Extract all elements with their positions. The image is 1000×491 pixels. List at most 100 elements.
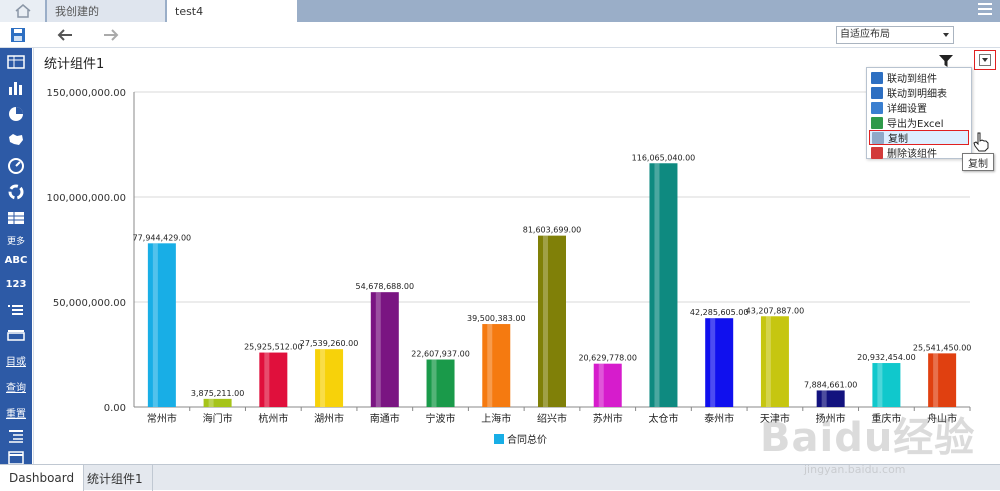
bar[interactable] xyxy=(482,324,511,407)
data-label: 3,875,211.00 xyxy=(191,389,244,398)
ctx-link-detail[interactable]: 联动到明细表 xyxy=(869,85,969,100)
component-sidebar: 更多 ABC 123 目或 查询 重置 xyxy=(0,48,32,465)
bar[interactable] xyxy=(760,316,789,407)
sidebar-item-or[interactable]: 目或 xyxy=(6,356,26,368)
ctx-copy[interactable]: 复制 xyxy=(869,130,969,145)
bar[interactable] xyxy=(872,363,901,407)
tab-dashboard[interactable]: Dashboard xyxy=(0,465,85,491)
context-menu-label: 复制 xyxy=(888,134,908,145)
bar[interactable] xyxy=(259,352,288,407)
bar[interactable] xyxy=(147,243,176,407)
sidebar-item-table[interactable] xyxy=(0,50,32,74)
save-icon[interactable] xyxy=(10,27,26,43)
table-icon xyxy=(7,55,25,69)
chevron-down-icon xyxy=(943,33,949,37)
bar-chart: 0.00 50,000,000.00 100,000,000.00 150,000,0… xyxy=(46,88,972,446)
bar-highlight xyxy=(933,353,939,407)
x-tick-label: 扬州市 xyxy=(816,412,846,425)
delete-icon xyxy=(871,146,883,159)
data-label: 20,932,454.00 xyxy=(857,353,916,362)
y-tick-label: 50,000,000.00 xyxy=(53,298,126,309)
bottom-tab-bar: Dashboard 统计组件1 xyxy=(0,464,1000,491)
sidebar-item-map[interactable] xyxy=(0,128,32,152)
bar-highlight xyxy=(654,163,660,407)
link-icon xyxy=(871,86,883,99)
ctx-detail-settings[interactable]: 详细设置 xyxy=(869,100,969,115)
sidebar-item-list[interactable] xyxy=(0,298,32,322)
bar-highlight xyxy=(152,243,158,407)
sidebar-item-reset[interactable]: 重置 xyxy=(6,408,26,420)
watermark-url: jingyan.baidu.com xyxy=(804,463,906,476)
sidebar-item-pie-chart[interactable] xyxy=(0,102,32,126)
context-menu-label: 删除该组件 xyxy=(887,149,937,160)
x-tick-label: 杭州市 xyxy=(258,412,288,425)
copy-tooltip: 复制 xyxy=(962,153,994,171)
data-label: 39,500,383.00 xyxy=(467,314,526,323)
bar[interactable] xyxy=(593,363,622,407)
sidebar-item-gauge[interactable] xyxy=(0,154,32,178)
x-tick-label: 苏州市 xyxy=(593,412,623,425)
sidebar-item-grid[interactable] xyxy=(0,206,32,230)
layout-select[interactable]: 自适应布局 xyxy=(836,26,954,44)
context-menu-label: 导出为Excel xyxy=(887,119,944,130)
bar[interactable] xyxy=(203,398,232,407)
context-menu-label: 联动到组件 xyxy=(887,74,937,85)
bar[interactable] xyxy=(705,318,734,407)
legend-label: 合同总价 xyxy=(507,433,547,446)
sidebar-item-query[interactable]: 查询 xyxy=(6,382,26,394)
x-tick-label: 宁波市 xyxy=(426,412,456,425)
x-tick-label: 舟山市 xyxy=(927,412,957,425)
data-label: 54,678,688.00 xyxy=(356,282,415,291)
bar[interactable] xyxy=(426,359,455,407)
ring-chart-icon xyxy=(8,184,24,200)
context-menu: 联动到组件 联动到明细表 详细设置导出为Excel 复制删除该组件 xyxy=(866,67,972,160)
bar[interactable] xyxy=(928,353,957,407)
bar[interactable] xyxy=(649,163,678,407)
grid-icon xyxy=(8,212,24,224)
data-label: 116,065,040.00 xyxy=(632,153,696,162)
tab-test4[interactable]: test4 xyxy=(167,0,297,22)
data-label: 22,607,937.00 xyxy=(411,350,470,359)
data-label: 25,925,512.00 xyxy=(244,343,303,352)
panel-dropdown-button[interactable] xyxy=(974,50,996,70)
watermark-logo-text: Baidu经验 xyxy=(760,415,976,461)
data-label: 25,541,450.00 xyxy=(913,343,972,352)
x-tick-label: 绍兴市 xyxy=(537,412,567,425)
back-arrow-icon[interactable] xyxy=(56,27,74,43)
sidebar-item-number[interactable]: 123 xyxy=(5,278,27,290)
sidebar-item-bar-chart[interactable] xyxy=(0,76,32,100)
filter-icon[interactable] xyxy=(938,53,954,69)
sidebar-item-text[interactable]: ABC xyxy=(4,254,28,266)
sidebar-item-text-list[interactable] xyxy=(0,424,32,448)
forward-arrow-icon[interactable] xyxy=(102,27,120,43)
bar-highlight xyxy=(598,363,604,407)
text-list-icon xyxy=(9,430,23,443)
sidebar-item-more[interactable]: 更多 xyxy=(6,236,25,247)
hamburger-menu-icon[interactable] xyxy=(978,3,992,17)
x-tick-label: 泰州市 xyxy=(704,412,734,425)
bar[interactable] xyxy=(538,235,566,407)
y-tick-label: 100,000,000.00 xyxy=(46,193,126,204)
watermark-logo: Baidu经验 jingyan.baidu.com xyxy=(760,405,980,476)
panel-title: 统计组件1 xyxy=(44,57,105,72)
x-tick-label: 常州市 xyxy=(147,412,177,425)
bar[interactable] xyxy=(315,349,344,407)
bar-highlight xyxy=(765,316,771,407)
x-tick-label: 上海市 xyxy=(481,412,511,425)
gauge-icon xyxy=(8,158,24,174)
home-tab[interactable] xyxy=(0,0,46,22)
sidebar-item-ring-chart[interactable] xyxy=(0,180,32,204)
tab-my-created[interactable]: 我创建的 xyxy=(47,0,165,22)
bar[interactable] xyxy=(370,292,399,407)
x-tick-label: 南通市 xyxy=(370,412,400,425)
data-label: 43,207,887.00 xyxy=(746,306,805,315)
pen-icon xyxy=(871,101,883,114)
tab-stat-component[interactable]: 统计组件1 xyxy=(78,465,153,491)
ctx-link-component[interactable]: 联动到组件 xyxy=(869,70,969,85)
sidebar-item-slider[interactable] xyxy=(0,324,32,348)
bar-highlight xyxy=(320,349,326,407)
copy-icon xyxy=(872,131,884,144)
bar[interactable] xyxy=(816,390,845,407)
ctx-export-excel[interactable]: 导出为Excel xyxy=(869,115,969,130)
ctx-delete[interactable]: 删除该组件 xyxy=(869,145,969,160)
